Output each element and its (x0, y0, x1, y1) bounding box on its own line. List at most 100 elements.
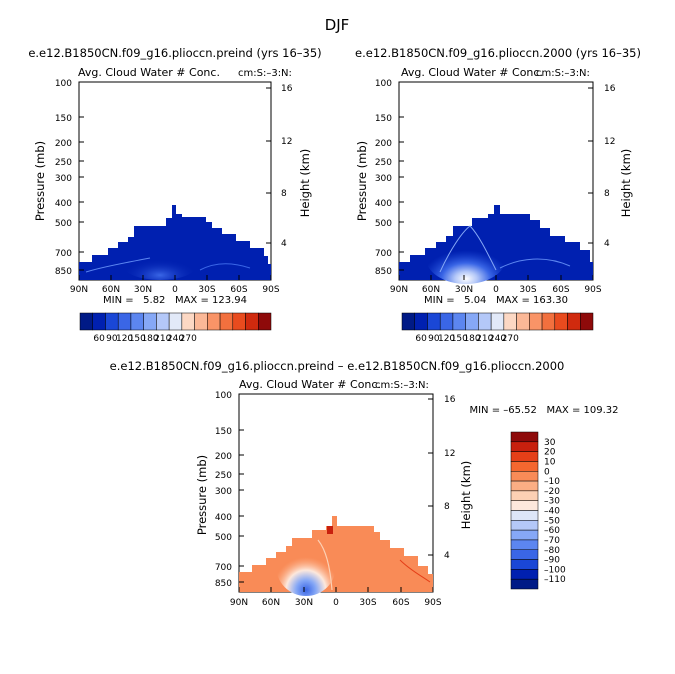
panel-2000-contour-b (499, 258, 571, 269)
colorbar-label: 120 (116, 334, 133, 344)
svg-text:400: 400 (215, 513, 232, 523)
svg-text:4: 4 (281, 239, 287, 249)
colorbar-swatch (580, 312, 594, 331)
panel-preind-units: cm:S:–3:N: (238, 68, 292, 79)
colorbar-label: 10 (544, 457, 556, 467)
svg-text:250: 250 (215, 471, 232, 481)
colorbar-swatches (510, 431, 539, 590)
colorbar-label: 30 (544, 438, 556, 448)
svg-text:12: 12 (604, 137, 615, 147)
panel-diff-y2-axis: 16 12 8 4 (428, 395, 456, 561)
svg-text:4: 4 (604, 239, 610, 249)
colorbar-label: –30 (544, 497, 560, 507)
colorbar-label: 120 (438, 334, 455, 344)
colorbar-label: 20 (544, 448, 556, 458)
colorbar-swatch (510, 578, 539, 590)
svg-text:60N: 60N (262, 598, 280, 608)
svg-text:850: 850 (375, 267, 392, 277)
svg-text:300: 300 (55, 174, 72, 184)
svg-text:90S: 90S (584, 285, 601, 295)
svg-text:60S: 60S (392, 598, 409, 608)
colorbar-label: 0 (544, 467, 550, 477)
svg-text:700: 700 (215, 563, 232, 573)
panel-preind-contour-b (199, 263, 251, 271)
svg-text:16: 16 (604, 84, 616, 94)
svg-text:100: 100 (55, 79, 72, 89)
svg-text:12: 12 (281, 137, 292, 147)
panel-preind-contour-a (85, 257, 151, 273)
colorbar-swatch (156, 312, 170, 331)
svg-text:16: 16 (281, 84, 293, 94)
colorbar-swatch (117, 312, 132, 331)
panel-diff-contour-a (317, 539, 333, 591)
colorbar-swatch (181, 312, 195, 331)
colorbar-swatch (232, 312, 246, 331)
colorbar-swatch (194, 312, 208, 331)
colorbar-swatch (510, 431, 539, 443)
panel-preind-y2label: Height (km) (298, 149, 312, 218)
colorbar-swatch (219, 312, 234, 331)
colorbar-swatch (510, 500, 539, 511)
colorbar-labels: 3020100–10–20–30–40–50–60–70–80–90–100–1… (544, 438, 566, 585)
colorbar-swatch (510, 549, 539, 560)
colorbar-label: 240 (167, 334, 184, 344)
panel-diff-subtitle: Avg. Cloud Water # Conc. (239, 378, 381, 391)
colorbar-label: 210 (154, 334, 171, 344)
colorbar-label: –40 (544, 507, 560, 517)
panel-2000-ylabel: Pressure (mb) (355, 141, 369, 221)
colorbar-swatch (510, 539, 539, 550)
panel-preind: Avg. Cloud Water # Conc. cm:S:–3:N: 100 … (33, 66, 312, 344)
panel-2000-core (426, 232, 506, 284)
colorbar-swatch (490, 312, 505, 331)
svg-text:4: 4 (444, 551, 450, 561)
svg-text:300: 300 (215, 487, 232, 497)
colorbar-swatch (510, 471, 539, 482)
svg-text:400: 400 (55, 199, 72, 209)
colorbar-label: 180 (141, 334, 158, 344)
panel-2000-field (399, 205, 593, 284)
colorbar-swatch (105, 312, 119, 331)
colorbar-label: –80 (544, 546, 560, 556)
colorbar-label: 150 (129, 334, 146, 344)
svg-text:700: 700 (375, 249, 392, 259)
colorbar-label: 60 (93, 334, 105, 344)
panel-diff-ylabel: Pressure (mb) (195, 455, 209, 535)
svg-text:850: 850 (55, 267, 72, 277)
svg-text:16: 16 (444, 395, 456, 405)
colorbar-swatch (510, 490, 539, 501)
svg-text:90N: 90N (70, 285, 88, 295)
panel-preind-title: e.e12.B1850CN.f09_g16.plioccn.preind (yr… (28, 46, 321, 60)
panel-2000-y2label: Height (km) (619, 149, 633, 218)
colorbar-swatch (452, 312, 466, 331)
colorbar-swatch (529, 312, 543, 331)
svg-text:150: 150 (55, 114, 72, 124)
colorbar-swatch (510, 480, 539, 492)
colorbar-label: 210 (476, 334, 493, 344)
colorbar-swatch (401, 312, 415, 331)
colorbar-swatch (541, 312, 556, 331)
svg-text:100: 100 (215, 391, 232, 401)
panel-2000-subtitle: Avg. Cloud Water # Conc. (401, 66, 543, 79)
panel-preind-core (122, 248, 198, 280)
panel-preind-x-axis: 90N 60N 30N 0 30S 60S 90S (70, 275, 280, 295)
svg-text:90N: 90N (390, 285, 408, 295)
svg-text:60S: 60S (552, 285, 569, 295)
svg-text:200: 200 (375, 139, 392, 149)
colorbar-swatch (510, 510, 539, 521)
svg-text:250: 250 (55, 158, 72, 168)
colorbar-label: 180 (463, 334, 480, 344)
panel-2000-x-axis: 90N 60N 30N 0 30S 60S 90S (390, 275, 602, 295)
svg-text:0: 0 (493, 285, 499, 295)
svg-text:500: 500 (215, 533, 232, 543)
panel-diff-title: e.e12.B1850CN.f09_g16.plioccn.preind – e… (110, 359, 565, 373)
colorbar-swatch (92, 312, 106, 331)
colorbar-label: –70 (544, 536, 560, 546)
svg-text:300: 300 (375, 174, 392, 184)
colorbar-swatch (510, 559, 539, 570)
svg-text:30N: 30N (134, 285, 152, 295)
panel-preind-y2-axis: 16 12 8 4 (266, 84, 293, 249)
svg-text:200: 200 (55, 139, 72, 149)
panel-preind-subtitle: Avg. Cloud Water # Conc. (78, 66, 220, 79)
